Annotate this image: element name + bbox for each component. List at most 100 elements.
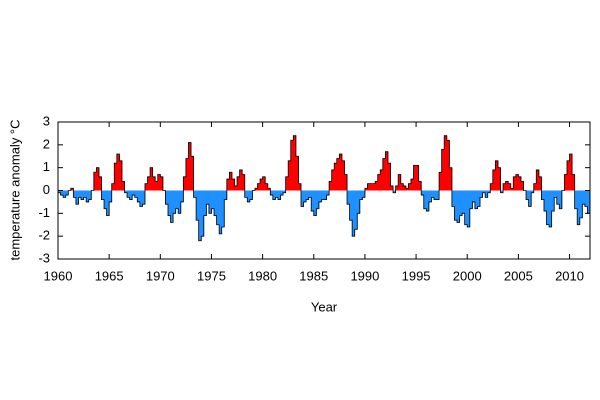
anomaly-bar <box>231 179 235 191</box>
anomaly-bar <box>556 190 560 205</box>
anomaly-bar <box>416 165 420 191</box>
anomaly-bar <box>457 190 460 223</box>
anomaly-bar <box>528 190 532 207</box>
anomaly-bar <box>464 190 468 225</box>
anomaly-bar <box>295 156 299 191</box>
anomaly-bar <box>318 190 322 202</box>
anomaly-bar <box>439 172 443 191</box>
anomaly-bar <box>385 151 389 191</box>
anomaly-bar <box>433 190 437 200</box>
anomaly-bar <box>249 190 253 200</box>
anomaly-bar <box>109 190 113 202</box>
anomaly-bar <box>503 183 506 191</box>
anomaly-bar <box>277 190 281 200</box>
anomaly-bar <box>364 188 368 191</box>
anomaly-bar <box>515 174 519 191</box>
anomaly-bar <box>88 190 92 200</box>
anomaly-bar <box>324 190 327 200</box>
anomaly-bar <box>224 190 228 200</box>
anomaly-bar <box>505 181 509 191</box>
anomaly-bar <box>579 190 583 218</box>
anomaly-bar <box>480 190 483 198</box>
anomaly-bar <box>584 190 588 207</box>
anomaly-bar <box>203 190 207 216</box>
anomaly-bar <box>78 190 82 198</box>
anomaly-bar <box>300 190 304 207</box>
x-tick-label: 1975 <box>197 268 226 283</box>
anomaly-bar <box>490 183 494 191</box>
x-tick-label: 1960 <box>44 268 73 283</box>
anomaly-bar <box>508 183 512 191</box>
anomaly-bar <box>116 153 120 191</box>
anomaly-bar <box>526 190 530 200</box>
anomaly-bar <box>114 163 118 191</box>
anomaly-bar <box>247 190 251 202</box>
anomaly-bar <box>336 158 340 191</box>
anomaly-bar <box>132 190 136 196</box>
anomaly-bar <box>98 176 102 191</box>
anomaly-bar <box>283 190 287 193</box>
anomaly-bar <box>395 185 399 191</box>
y-tick-label: 0 <box>43 182 50 197</box>
anomaly-bar <box>242 174 246 191</box>
anomaly-bar <box>290 140 294 191</box>
anomaly-bar <box>554 190 558 198</box>
anomaly-bar <box>531 190 535 193</box>
anomaly-bar <box>63 190 67 198</box>
anomaly-bar <box>354 190 358 230</box>
anomaly-bar <box>308 190 312 198</box>
anomaly-bar <box>423 190 427 209</box>
x-tick-label: 1980 <box>248 268 277 283</box>
anomaly-bar <box>75 190 79 205</box>
anomaly-bar <box>316 190 320 209</box>
anomaly-bar <box>449 167 453 191</box>
anomaly-bar <box>288 160 292 191</box>
y-tick-label: -1 <box>38 205 50 220</box>
anomaly-bar <box>436 190 440 200</box>
anomaly-bar <box>390 185 394 191</box>
anomaly-bar <box>188 142 192 191</box>
anomaly-bar <box>413 165 417 191</box>
anomaly-bar <box>500 190 504 193</box>
anomaly-bar <box>574 190 578 209</box>
anomaly-bar <box>201 190 205 237</box>
anomaly-bar <box>81 190 84 200</box>
anomaly-bar <box>285 176 289 191</box>
x-tick-label: 1990 <box>350 268 379 283</box>
anomaly-bar <box>178 190 182 214</box>
anomaly-bar <box>237 176 240 191</box>
anomaly-bar <box>451 190 455 207</box>
anomaly-bar <box>572 174 576 191</box>
anomaly-bar <box>382 158 386 191</box>
plot-frame <box>57 121 591 260</box>
anomaly-bar <box>559 190 563 209</box>
anomaly-bar <box>96 167 100 191</box>
anomaly-bar <box>270 190 274 196</box>
anomaly-bar <box>513 176 517 191</box>
anomaly-bar <box>104 190 107 209</box>
anomaly-bar <box>352 190 356 237</box>
anomaly-bar <box>518 176 522 191</box>
anomaly-bar <box>142 190 146 205</box>
anomaly-bar <box>482 190 486 193</box>
anomaly-bar <box>370 183 373 191</box>
anomaly-bar <box>400 183 404 191</box>
anomaly-bar <box>426 190 430 212</box>
anomaly-bar <box>469 190 473 209</box>
anomaly-bar <box>454 190 458 221</box>
anomaly-bar <box>170 190 174 223</box>
anomaly-bar <box>219 190 223 234</box>
anomaly-bar <box>150 167 154 191</box>
anomaly-bar <box>372 183 376 191</box>
anomaly-bar <box>70 188 74 191</box>
anomaly-bar <box>495 160 499 191</box>
anomaly-bar <box>244 190 248 198</box>
anomaly-bar <box>375 181 379 191</box>
x-tick-label: 2005 <box>504 268 533 283</box>
anomaly-bar <box>341 160 345 191</box>
anomaly-bar <box>582 190 586 205</box>
anomaly-bar <box>303 190 307 202</box>
anomaly-bar <box>293 135 297 191</box>
anomaly-bar <box>155 181 159 191</box>
anomaly-bar <box>214 190 217 216</box>
